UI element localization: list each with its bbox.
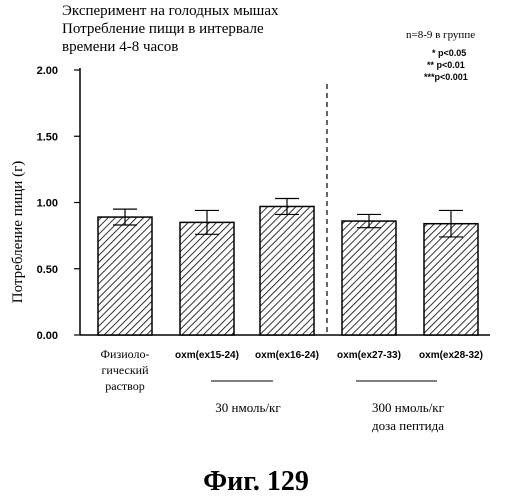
chart-title-line-3: времени 4-8 часов [62, 39, 178, 55]
significance-line-2: ** p<0.01 [427, 60, 465, 70]
y-tick-label: 0.50 [37, 264, 58, 276]
category-label: oxm(ex27-33) [337, 350, 401, 361]
bar [260, 206, 314, 335]
category-label: Физиоло- [101, 347, 150, 361]
category-label: гический [101, 363, 149, 377]
figure-caption: Фиг. 129 [203, 466, 309, 497]
bar [180, 222, 234, 335]
significance-line-1: * p<0.05 [432, 48, 466, 58]
category-label: раствор [105, 379, 144, 393]
group-size-note: n=8-9 в группе [406, 29, 475, 41]
significance-line-3: ***p<0.001 [424, 72, 468, 82]
bars [98, 199, 478, 335]
y-tick-label: 2.00 [37, 65, 58, 77]
group-label-300-line-2: доза пептида [372, 418, 444, 433]
y-axis-label: Потребление пищи (г) [10, 161, 26, 303]
y-tick-label: 1.50 [37, 131, 58, 143]
chart-title-line-1: Эксперимент на голодных мышах [62, 3, 279, 19]
group-label-30: 30 нмоль/кг [215, 400, 280, 415]
category-label: oxm(ex16-24) [255, 350, 319, 361]
category-labels: Физиоло-гический раствор oxm(ex15-24) oxm(e… [101, 347, 483, 393]
category-label: oxm(ex15-24) [175, 350, 239, 361]
bar [98, 217, 152, 335]
bar [424, 224, 478, 335]
y-tick-label: 0.00 [37, 330, 58, 342]
category-label: oxm(ex28-32) [419, 350, 483, 361]
y-ticks: 0.00 0.50 1.00 1.50 2.00 [37, 65, 80, 342]
y-tick-label: 1.00 [37, 198, 58, 210]
chart-title-line-2: Потребление пищи в интервале [62, 21, 264, 37]
bar [342, 221, 396, 335]
group-label-300-line-1: 300 нмоль/кг [372, 400, 444, 415]
